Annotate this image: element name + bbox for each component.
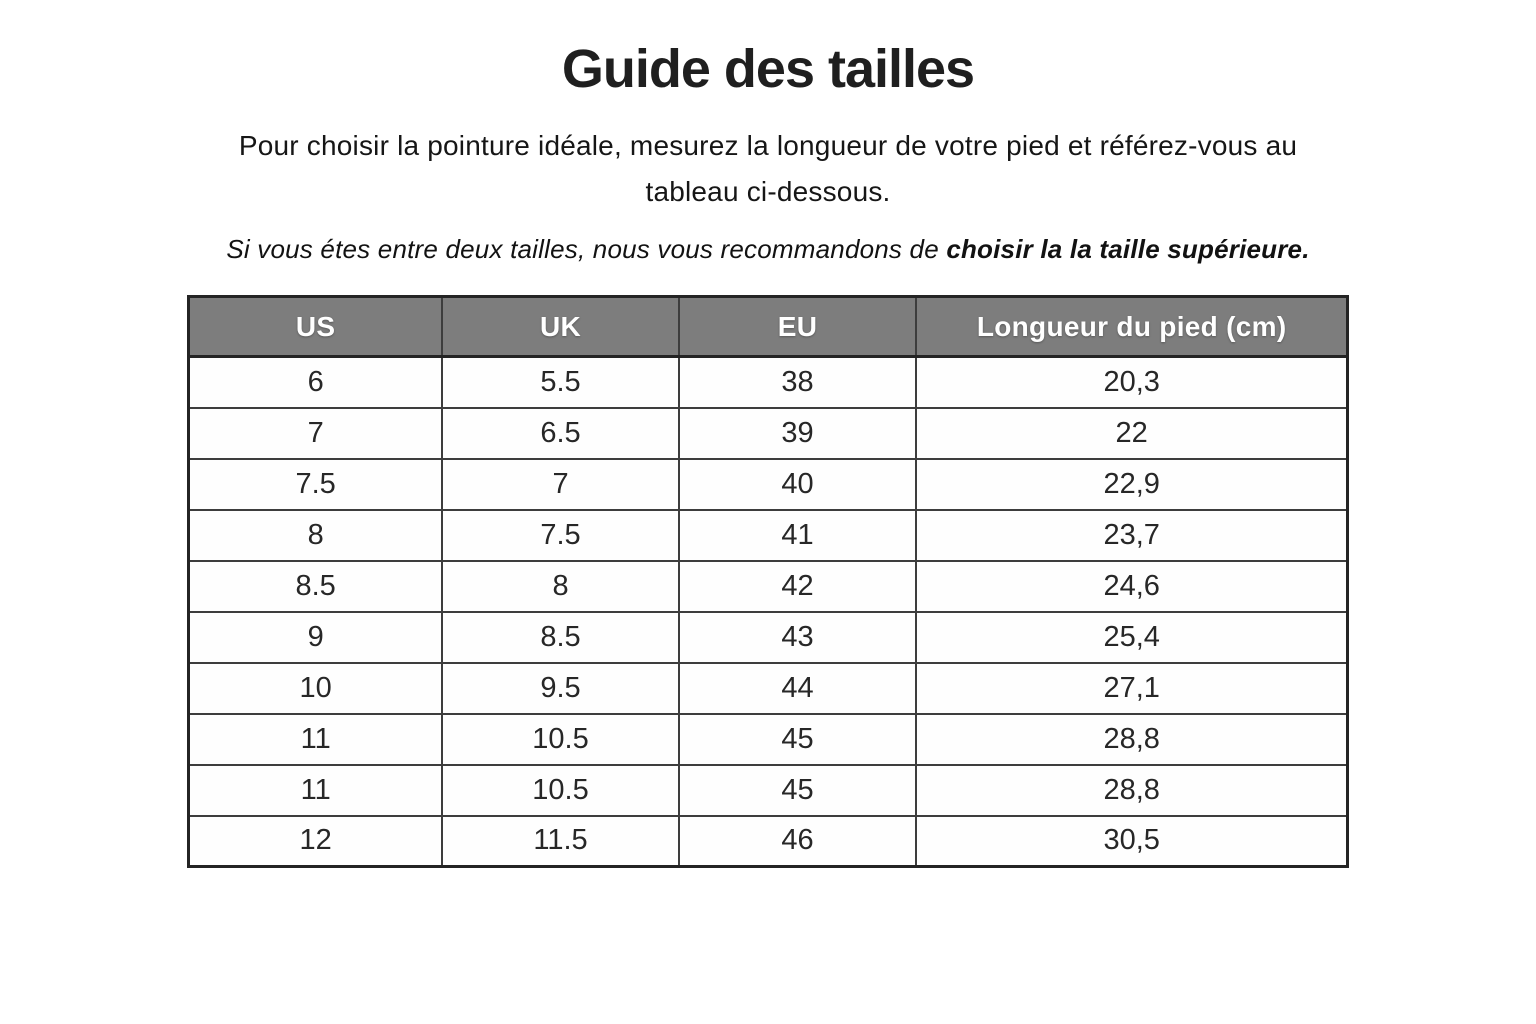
table-cell: 39 [677,406,918,460]
table-cell: 22 [915,406,1349,460]
table-cell: 45 [677,712,918,766]
table-cell: 12 [187,814,444,868]
table-cell: 7.5 [187,457,444,511]
intro-text: Pour choisir la pointure idéale, mesurez… [239,123,1297,214]
table-cell: 30,5 [915,814,1349,868]
table-cell: 44 [677,661,918,715]
table-cell: 11.5 [441,814,680,868]
header-eu: EU [677,295,918,359]
table-cell: 10.5 [441,712,680,766]
table-row: 9 8.5 43 25,4 [187,610,1349,664]
table-cell: 40 [677,457,918,511]
size-table-header-row: US UK EU Longueur du pied (cm) [187,295,1349,359]
page-title: Guide des tailles [561,39,975,99]
table-cell: 20,3 [915,355,1349,409]
size-guide-page: Guide des tailles Pour choisir la pointu… [187,39,1349,869]
table-cell: 6.5 [441,406,680,460]
table-cell: 8 [441,559,680,613]
intro-line-1: Pour choisir la pointure idéale, mesurez… [238,130,1298,162]
table-cell: 11 [187,763,444,817]
table-cell: 10 [187,661,444,715]
size-table: US UK EU Longueur du pied (cm) 6 5.5 38 20,… [187,295,1349,869]
table-cell: 7.5 [441,508,680,562]
size-table-body: 6 5.5 38 20,3 7 6.5 39 22 7.5 7 40 22,9 8 7.5 41 23,7 8.… [187,355,1349,868]
header-us: US [187,295,444,359]
table-cell: 11 [187,712,444,766]
table-cell: 8 [187,508,444,562]
table-cell: 23,7 [915,508,1349,562]
table-cell: 46 [677,814,918,868]
intro-line-2: tableau ci-dessous. [645,175,891,207]
table-row: 11 10.5 45 28,8 [187,712,1349,766]
table-cell: 42 [677,559,918,613]
table-row: 8 7.5 41 23,7 [187,508,1349,562]
table-cell: 9.5 [441,661,680,715]
table-row: 8.5 8 42 24,6 [187,559,1349,613]
table-cell: 7 [441,457,680,511]
table-cell: 27,1 [915,661,1349,715]
header-foot-length: Longueur du pied (cm) [915,295,1349,359]
table-row: 10 9.5 44 27,1 [187,661,1349,715]
table-cell: 5.5 [441,355,680,409]
table-cell: 7 [187,406,444,460]
table-cell: 38 [677,355,918,409]
table-cell: 22,9 [915,457,1349,511]
table-cell: 43 [677,610,918,664]
table-cell: 41 [677,508,918,562]
table-cell: 24,6 [915,559,1349,613]
table-row: 12 11.5 46 30,5 [187,814,1349,868]
table-cell: 8.5 [441,610,680,664]
table-row: 6 5.5 38 20,3 [187,355,1349,409]
table-cell: 6 [187,355,444,409]
note-regular-part: Si vous étes entre deux tailles, nous vo… [226,234,947,265]
note-bold-part: choisir la la taille supérieure. [946,234,1310,265]
table-row: 11 10.5 45 28,8 [187,763,1349,817]
table-row: 7 6.5 39 22 [187,406,1349,460]
table-cell: 25,4 [915,610,1349,664]
table-cell: 45 [677,763,918,817]
table-cell: 28,8 [915,712,1349,766]
table-cell: 9 [187,610,444,664]
header-uk: UK [441,295,680,359]
table-cell: 8.5 [187,559,444,613]
table-cell: 10.5 [441,763,680,817]
note-text: Si vous étes entre deux tailles, nous vo… [226,234,1309,265]
table-cell: 28,8 [915,763,1349,817]
table-row: 7.5 7 40 22,9 [187,457,1349,511]
